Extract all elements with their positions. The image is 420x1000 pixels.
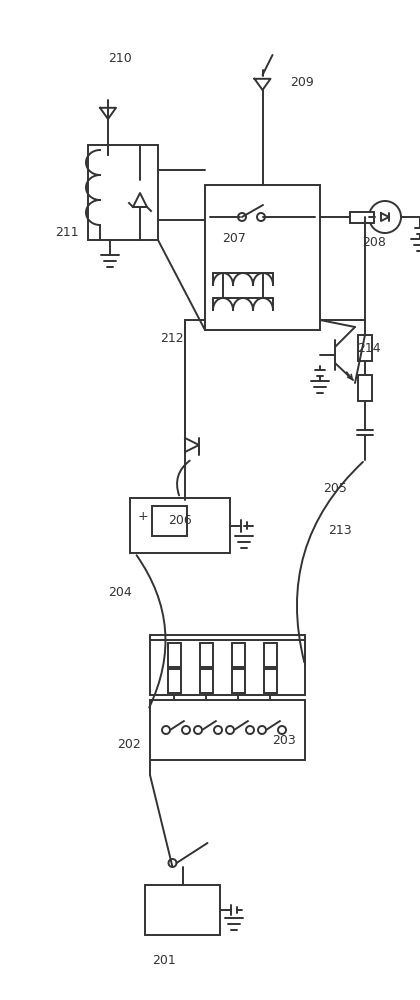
Circle shape: [246, 726, 254, 734]
Bar: [263, 643, 276, 667]
Bar: [150, 635, 305, 695]
Bar: [350, 212, 374, 223]
Text: 204: 204: [108, 586, 132, 599]
Bar: [358, 335, 372, 361]
Text: 209: 209: [290, 76, 314, 89]
Circle shape: [182, 726, 190, 734]
Circle shape: [214, 726, 222, 734]
Text: 211: 211: [55, 226, 79, 238]
Text: 212: 212: [160, 332, 184, 344]
Bar: [358, 375, 372, 401]
Text: 207: 207: [222, 232, 246, 244]
Bar: [150, 700, 305, 760]
Text: 203: 203: [272, 734, 296, 746]
Circle shape: [258, 726, 266, 734]
Circle shape: [226, 726, 234, 734]
Circle shape: [168, 859, 176, 867]
Bar: [168, 669, 181, 693]
Text: 202: 202: [117, 738, 141, 752]
Text: 214: 214: [357, 342, 381, 355]
Text: +: +: [138, 510, 149, 522]
Bar: [200, 643, 213, 667]
Bar: [200, 669, 213, 693]
Bar: [152, 506, 187, 536]
Circle shape: [369, 201, 401, 233]
Bar: [231, 643, 244, 667]
Circle shape: [194, 726, 202, 734]
Circle shape: [238, 213, 246, 221]
Bar: [205, 185, 320, 330]
Circle shape: [162, 726, 170, 734]
Bar: [130, 498, 230, 553]
Text: 206: 206: [168, 514, 192, 526]
Bar: [231, 669, 244, 693]
Text: 208: 208: [362, 235, 386, 248]
Text: 205: 205: [323, 482, 347, 494]
Circle shape: [278, 726, 286, 734]
Bar: [145, 885, 220, 935]
Bar: [168, 643, 181, 667]
Bar: [263, 669, 276, 693]
Text: 201: 201: [152, 954, 176, 966]
Text: 213: 213: [328, 524, 352, 536]
Text: 210: 210: [108, 51, 132, 64]
Bar: [88, 145, 158, 240]
Circle shape: [257, 213, 265, 221]
